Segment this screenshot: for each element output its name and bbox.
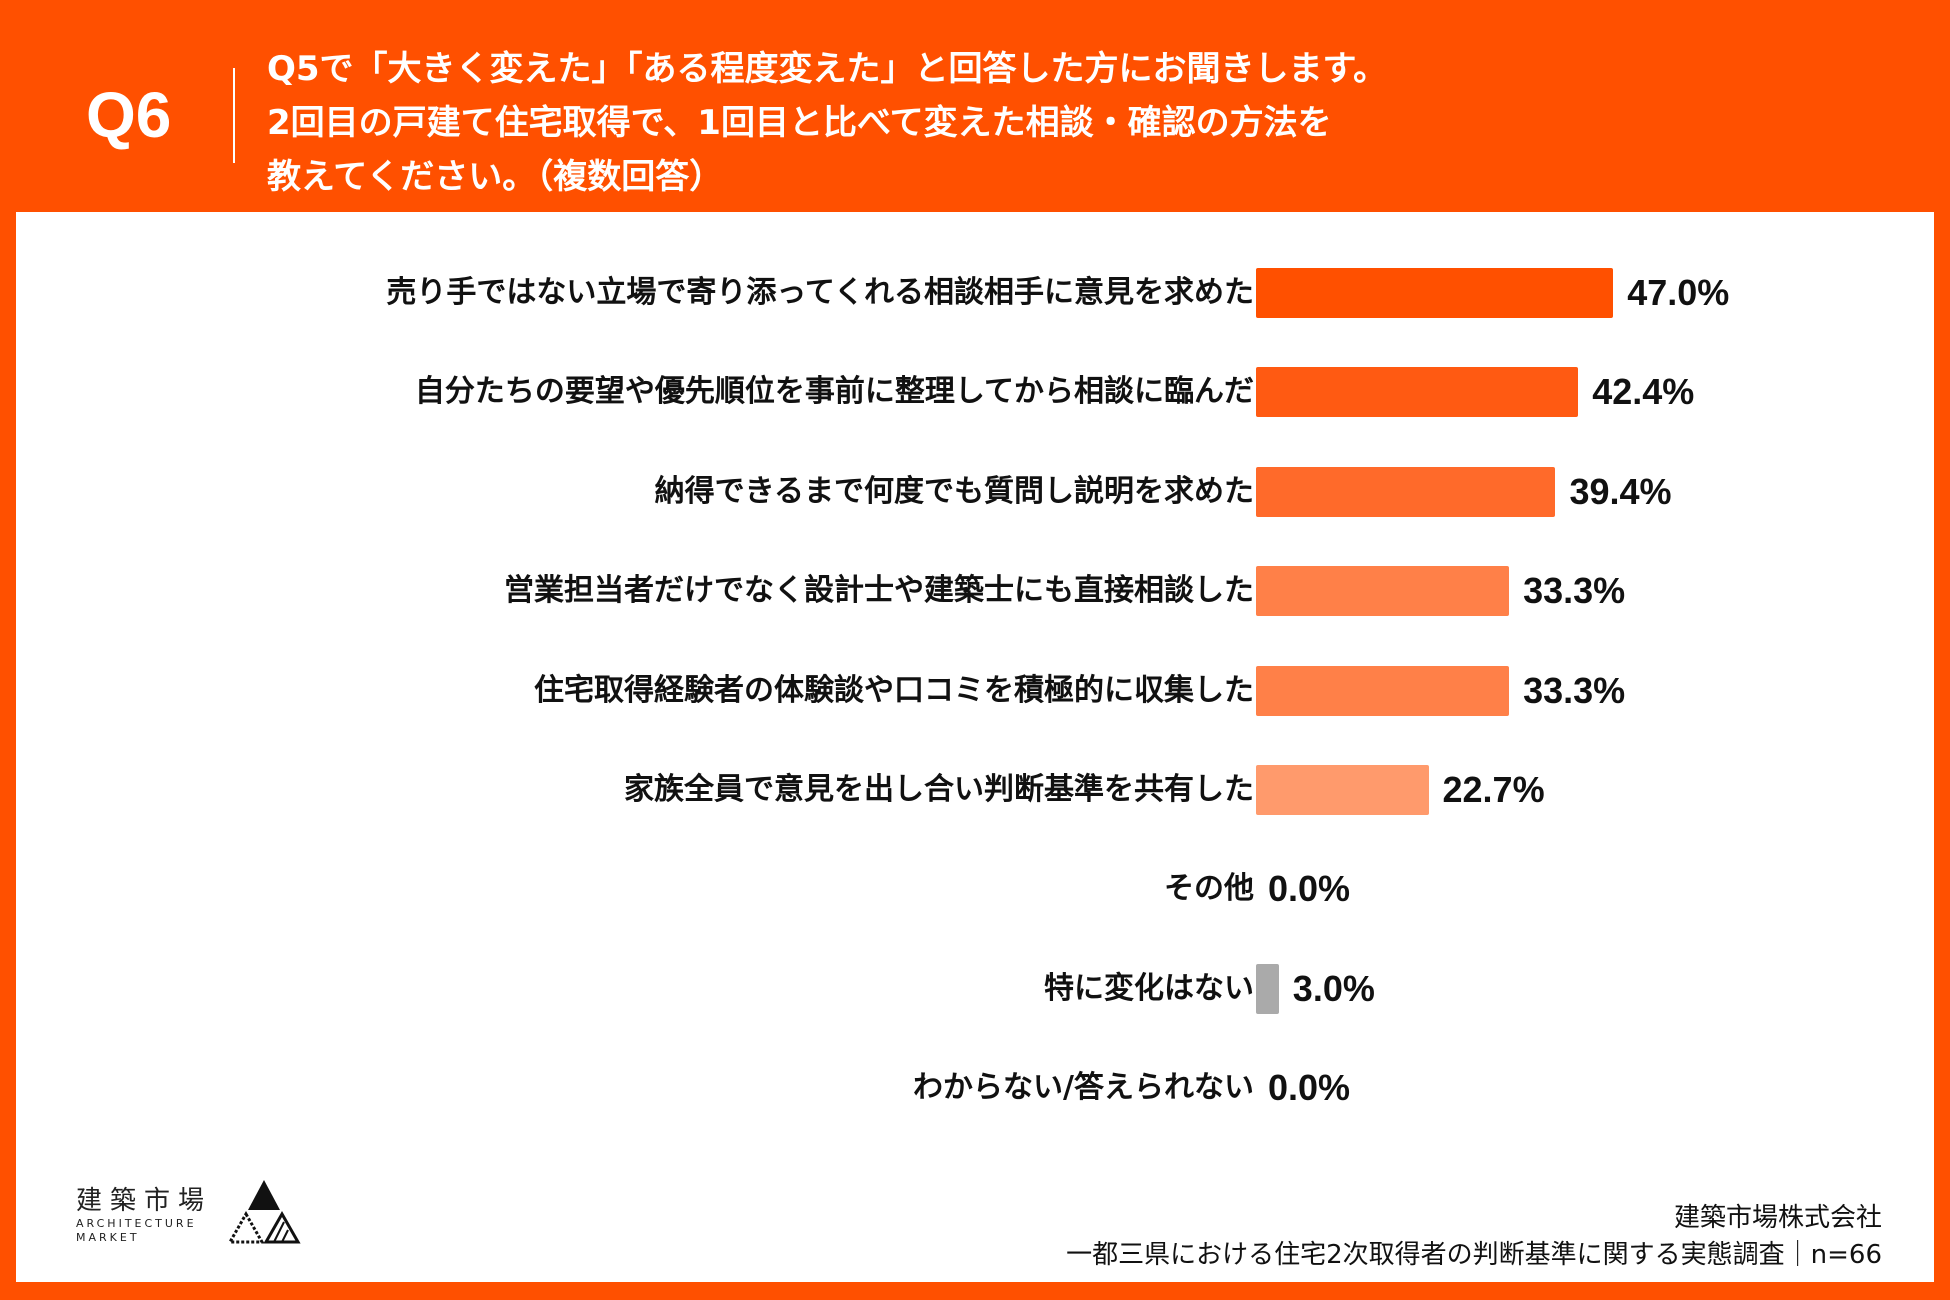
value-label: 33.3% <box>1523 669 1626 711</box>
survey-info: 一都三県における住宅2次取得者の判断基準に関する実態調査｜n=66 <box>1066 1240 1882 1270</box>
divider <box>233 68 235 163</box>
bar <box>1256 466 1556 517</box>
bar <box>1256 566 1510 617</box>
category-label: 営業担当者だけでなく設計士や建築士にも直接相談した <box>504 573 1254 609</box>
bar-row: 売り手ではない立場で寄り添ってくれる相談相手に意見を求めた 47.0% <box>16 268 1934 318</box>
category-label: 特に変化はない <box>1044 970 1254 1006</box>
bar-row: 自分たちの要望や優先順位を事前に整理してから相談に臨んだ 42.4% <box>16 367 1934 418</box>
title-line: 2回目の戸建て住宅取得で、1回目と比べて変えた相談・確認の方法を <box>267 103 1332 143</box>
question-title: Q5で「大きく変えた」「ある程度変えた」と回答した方にお聞きします。 2回目の戸… <box>267 42 1387 204</box>
logo-en: MARKET <box>76 1231 140 1244</box>
category-label: 納得できるまで何度でも質問し説明を求めた <box>654 473 1254 509</box>
logo-triangle-icon <box>227 1180 301 1244</box>
category-label: 自分たちの要望や優先順位を事前に整理してから相談に臨んだ <box>414 374 1254 410</box>
bar-row: 営業担当者だけでなく設計士や建築士にも直接相談した 33.3% <box>16 566 1934 617</box>
bar <box>1256 268 1614 318</box>
value-label: 3.0% <box>1292 967 1375 1009</box>
category-label: 住宅取得経験者の体験談や口コミを積極的に収集した <box>534 672 1254 708</box>
logo: 建築市場 ARCHITECTURE MARKET <box>76 1180 304 1245</box>
category-label: 家族全員で意見を出し合い判断基準を共有した <box>624 772 1254 807</box>
bar-row: その他 0.0% <box>16 864 1934 914</box>
value-label: 22.7% <box>1442 769 1545 810</box>
bar <box>1256 963 1279 1014</box>
logo-en: ARCHITECTURE <box>76 1217 197 1230</box>
value-label: 33.3% <box>1523 570 1626 612</box>
value-label: 39.4% <box>1569 470 1672 512</box>
bar-row: わからない/答えられない 0.0% <box>16 1063 1934 1113</box>
company-name: 建築市場株式会社 <box>1673 1203 1882 1233</box>
bar-row: 特に変化はない 3.0% <box>16 963 1934 1014</box>
category-label: わからない/答えられない <box>913 1070 1254 1106</box>
value-label: 0.0% <box>1268 1067 1351 1109</box>
bar <box>1256 367 1579 418</box>
category-label: 売り手ではない立場で寄り添ってくれる相談相手に意見を求めた <box>386 275 1254 310</box>
chart-panel: 売り手ではない立場で寄り添ってくれる相談相手に意見を求めた 47.0% 自分たちの要… <box>16 212 1934 1282</box>
bar <box>1256 765 1429 815</box>
value-label: 0.0% <box>1268 868 1351 910</box>
bar <box>1256 665 1510 716</box>
bar-row: 家族全員で意見を出し合い判断基準を共有した 22.7% <box>16 765 1934 815</box>
bar-row: 住宅取得経験者の体験談や口コミを積極的に収集した 33.3% <box>16 665 1934 716</box>
bar-row: 納得できるまで何度でも質問し説明を求めた 39.4% <box>16 466 1934 517</box>
value-label: 47.0% <box>1627 272 1730 313</box>
category-label: その他 <box>1164 871 1254 907</box>
title-line: Q5で「大きく変えた」「ある程度変えた」と回答した方にお聞きします。 <box>267 49 1388 89</box>
title-line: 教えてください。（複数回答） <box>267 157 724 197</box>
question-number: Q6 <box>86 79 172 151</box>
value-label: 42.4% <box>1592 371 1695 413</box>
logo-jp: 建築市場 <box>76 1186 213 1216</box>
